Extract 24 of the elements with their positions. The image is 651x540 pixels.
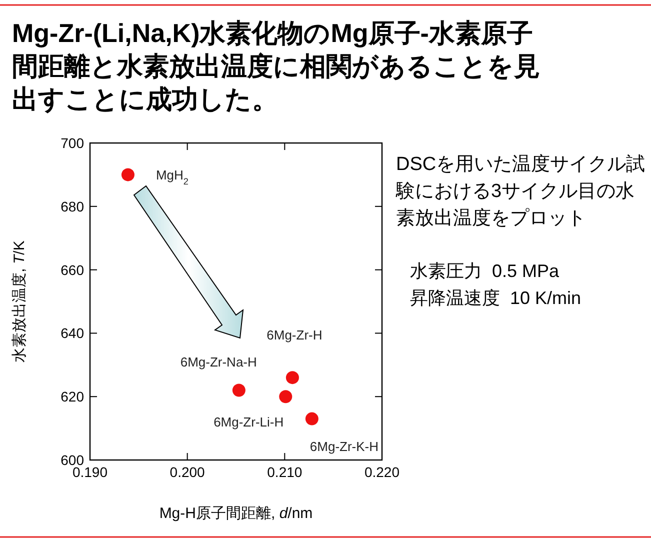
point	[232, 384, 246, 397]
x-tick-label: 0.220	[364, 464, 400, 480]
point	[121, 168, 134, 182]
y-tick-label: 660	[60, 262, 84, 278]
y-tick-label: 700	[60, 135, 84, 151]
text: DSCを用いた温度サイクル試験における3サイクル目の水素放出温度をプロット	[395, 153, 646, 229]
point	[286, 371, 299, 384]
annotation: 6Mg-Zr-K-H	[310, 438, 379, 454]
annotation: 6Mg-Zr-Li-H	[214, 414, 284, 430]
x-tick-label: 0.200	[170, 464, 206, 480]
x-tick-label: 0.210	[267, 464, 302, 480]
chart-title: Mg-Zr-(Li,Na,K)水素化物のMg原子-水素原子間距離と水素放出温度に相関があることを見出すことに成功した。	[12, 18, 540, 114]
x-axis-title: Mg-H原子間距離, d/nm	[159, 505, 313, 522]
point	[305, 412, 318, 426]
y-tick-label: 640	[60, 325, 84, 342]
y-tick-label: 620	[60, 388, 84, 405]
y-axis-title: 水素放出温度, T/K	[11, 240, 28, 362]
annotation: MgH$_{2}$	[156, 168, 188, 187]
annotation: 6Mg-Zr-Na-H	[180, 354, 257, 370]
text: 水素圧力 0.5 MPa	[410, 261, 560, 281]
annotation: 6Mg-Zr-H	[266, 328, 322, 343]
point	[279, 390, 292, 404]
y-tick-label: 680	[60, 198, 84, 214]
text: 昇降温速度 10 K/min	[410, 288, 582, 308]
